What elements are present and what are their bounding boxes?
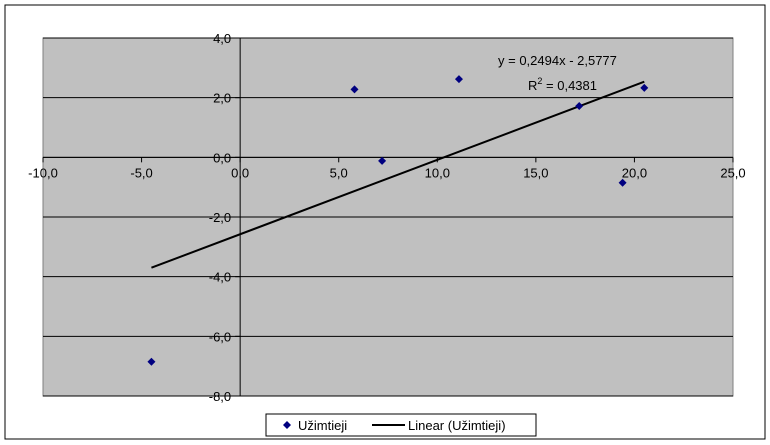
y-tick-label: -8,0	[209, 389, 231, 404]
data-point	[147, 357, 156, 366]
y-tick-label: -2,0	[209, 210, 231, 225]
x-tick-label: -5,0	[130, 165, 152, 180]
y-tick-label: 0,0	[213, 150, 231, 165]
x-tick-label: 15,0	[523, 165, 548, 180]
x-tick-label: 25,0	[720, 165, 745, 180]
legend-entry-series: Užimtieji	[298, 418, 347, 433]
y-tick-label: 4,0	[213, 31, 231, 46]
r-squared-value: = 0,4381	[542, 78, 597, 93]
r-squared-sup: 2	[537, 76, 542, 86]
x-tick-label: 5,0	[330, 165, 348, 180]
x-tick-label: 20,0	[622, 165, 647, 180]
x-tick-label: 10,0	[425, 165, 450, 180]
trendline-equation: y = 0,2494x - 2,5777	[498, 53, 617, 68]
data-point	[618, 178, 627, 187]
y-tick-label: 2,0	[213, 91, 231, 106]
data-point	[640, 83, 649, 92]
x-tick-label: 0,0	[231, 165, 249, 180]
trendline	[151, 80, 645, 269]
legend-diamond-icon	[283, 421, 291, 429]
x-tick-label: -10,0	[28, 165, 58, 180]
axes	[42, 37, 734, 397]
data-point	[350, 85, 359, 94]
data-point	[378, 156, 387, 165]
data-point	[575, 102, 584, 111]
y-tick-label: -6,0	[209, 329, 231, 344]
tick-labels: -10,0 -5,0 0,0 5,0 10,0 15,0 20,0 25,0-8,0-6,0-…	[28, 31, 745, 404]
legend: Užimtieji Linear (Užimtieji)	[265, 413, 537, 437]
scatter-points	[147, 75, 649, 366]
r-squared-prefix: R	[528, 78, 537, 93]
data-point	[454, 75, 463, 84]
r-squared-annotation: R2 = 0,4381	[528, 76, 597, 93]
y-tick-label: -4,0	[209, 270, 231, 285]
legend-entry-trendline: Linear (Užimtieji)	[408, 418, 506, 433]
trendline-layer	[151, 80, 645, 269]
